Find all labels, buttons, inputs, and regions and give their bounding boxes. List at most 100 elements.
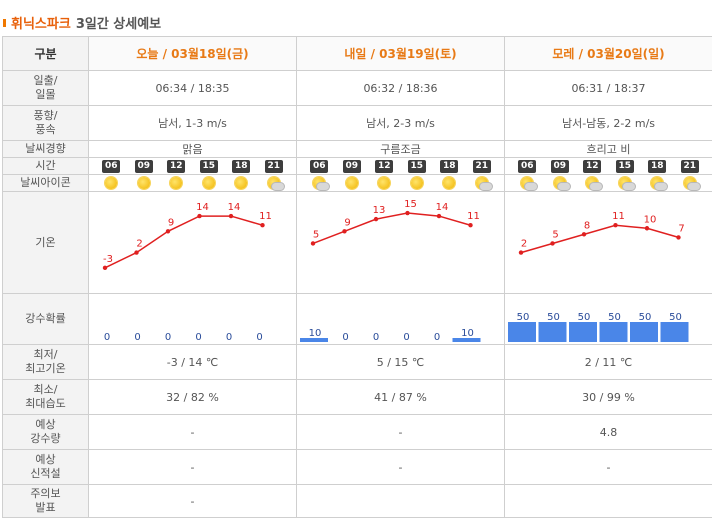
precip-chart: 50 50 50 50 50 50: [508, 312, 689, 342]
header-day-today: 오늘 / 03월18일(금): [88, 36, 297, 71]
temp-point: [102, 265, 108, 271]
temp-data-label: 14: [436, 202, 449, 213]
temp-point: [228, 213, 234, 219]
precip-data-label: 0: [134, 332, 140, 343]
rain-value: -: [296, 414, 505, 450]
temp-data-label: 5: [552, 229, 558, 240]
trend-value: 구름조금: [296, 140, 505, 158]
sun-cloud-icon: [473, 176, 493, 191]
temp-data-label: 8: [584, 220, 590, 231]
minmax-value: -3 / 14 ℃: [88, 344, 297, 380]
time-badge: 21: [264, 159, 283, 173]
rain-value: -: [88, 414, 297, 450]
temp-chart-cell: 2 5 8 11 10 7: [504, 191, 712, 294]
precip-row: 강수확률 0 0 0 0 0 0 10 0 0 0 0 10 50 50 50 50 50 50: [2, 293, 712, 345]
sun-cloud-icon: [648, 176, 669, 191]
sun-cloud-icon: [551, 176, 571, 191]
precip-data-label: 0: [165, 332, 171, 343]
header-day-after: 모레 / 03월20일(일): [504, 36, 712, 71]
warning-value: -: [88, 484, 297, 518]
precip-data-label: 0: [403, 332, 409, 343]
time-badge: 06: [518, 159, 537, 173]
time-badge: 12: [167, 159, 186, 173]
temp-row: 기온 -3 2 9 14 14 11 5 9 13 15 14 11 2 5 8 11 10 7: [2, 191, 712, 294]
temp-point: [310, 241, 316, 246]
precip-chart: 10 0 0 0 0 10: [300, 328, 481, 343]
time-badge: 15: [407, 159, 426, 173]
wind-value: 남서, 1-3 m/s: [88, 105, 297, 141]
time-badge: 06: [310, 159, 329, 173]
humidity-value: 32 / 82 %: [88, 379, 297, 415]
warning-label: 주의보 발표: [2, 484, 89, 518]
precip-data-label: 0: [195, 332, 201, 343]
wind-label: 풍향/풍속: [2, 105, 89, 141]
time-badge: 09: [134, 159, 153, 173]
precip-data-label: 50: [669, 312, 682, 323]
temp-chart: 2 5 8 11 10 7: [518, 211, 685, 255]
temp-point: [436, 213, 442, 219]
rain-value: 4.8: [504, 414, 712, 450]
temp-data-label: 5: [313, 229, 319, 240]
rain-label: 예상 강수량: [2, 414, 89, 450]
sun-cloud-icon: [583, 176, 604, 191]
wind-value: 남서-남동, 2-2 m/s: [504, 105, 712, 141]
snow-value: -: [88, 449, 297, 485]
temp-point: [550, 241, 555, 246]
time-badge: 12: [375, 159, 394, 173]
sun-icon: [167, 176, 185, 190]
sun-icon: [440, 176, 458, 190]
temp-point: [342, 229, 347, 234]
trend-label: 날씨경향: [2, 140, 89, 158]
temp-point: [197, 213, 202, 219]
temp-data-label: -3: [103, 254, 113, 265]
temp-line: [520, 224, 679, 254]
sun-icon: [343, 176, 361, 190]
icon-row: 날씨아이콘: [2, 174, 712, 192]
precip-chart-cell: 0 0 0 0 0 0: [88, 293, 297, 345]
temp-point: [613, 223, 618, 228]
time-badge: 09: [550, 159, 569, 173]
minmax-value: 5 / 15 ℃: [296, 344, 505, 380]
snow-label: 예상 신적설: [2, 449, 89, 485]
precip-chart-cell: 50 50 50 50 50 50: [504, 293, 712, 345]
humidity-label: 최소/최대습도: [2, 379, 89, 415]
temp-data-label: 7: [678, 223, 684, 234]
temp-line: [104, 215, 263, 269]
header-label: 구분: [2, 36, 89, 71]
precip-bar: [630, 322, 658, 342]
time-badge: 15: [199, 159, 218, 173]
precip-label: 강수확률: [2, 293, 89, 345]
sun-cloud-icon: [310, 176, 331, 191]
temp-data-label: 9: [344, 217, 350, 228]
wind-row: 풍향/풍속 남서, 1-3 m/s 남서, 2-3 m/s 남서-남동, 2-2…: [2, 105, 712, 141]
humidity-value: 30 / 99 %: [504, 379, 712, 415]
precip-data-label: 50: [517, 312, 530, 323]
temp-chart-cell: 5 9 13 15 14 11: [296, 191, 505, 294]
temp-data-label: 10: [644, 214, 657, 225]
warning-row: 주의보 발표 -: [2, 484, 712, 518]
snow-value: -: [504, 449, 712, 485]
sunrise-value: 06:32 / 18:36: [296, 70, 505, 106]
temp-point: [468, 223, 473, 228]
temp-point: [581, 232, 587, 237]
minmax-value: 2 / 11 ℃: [504, 344, 712, 380]
precip-data-label: 0: [226, 332, 232, 343]
time-badge: 18: [232, 159, 251, 173]
precip-bar: [569, 322, 597, 342]
temp-data-label: 11: [259, 211, 272, 222]
humidity-value: 41 / 87 %: [296, 379, 505, 415]
precip-data-label: 0: [434, 332, 440, 343]
precip-bar: [660, 322, 689, 342]
precip-bar: [300, 338, 328, 342]
icon-cell: [504, 174, 712, 192]
sunrise-label: 일출/일몰: [2, 70, 89, 106]
header-day-tomorrow: 내일 / 03월19일(토): [296, 36, 505, 71]
sun-icon: [135, 176, 153, 190]
precip-bar: [599, 322, 628, 342]
time-badge: 21: [680, 159, 699, 173]
wind-value: 남서, 2-3 m/s: [296, 105, 505, 141]
time-badge: 12: [583, 159, 602, 173]
precip-data-label: 0: [104, 332, 110, 343]
page-title: 휘닉스파크 3일간 상세예보: [3, 13, 161, 32]
minmax-label: 최저/최고기온: [2, 344, 89, 380]
